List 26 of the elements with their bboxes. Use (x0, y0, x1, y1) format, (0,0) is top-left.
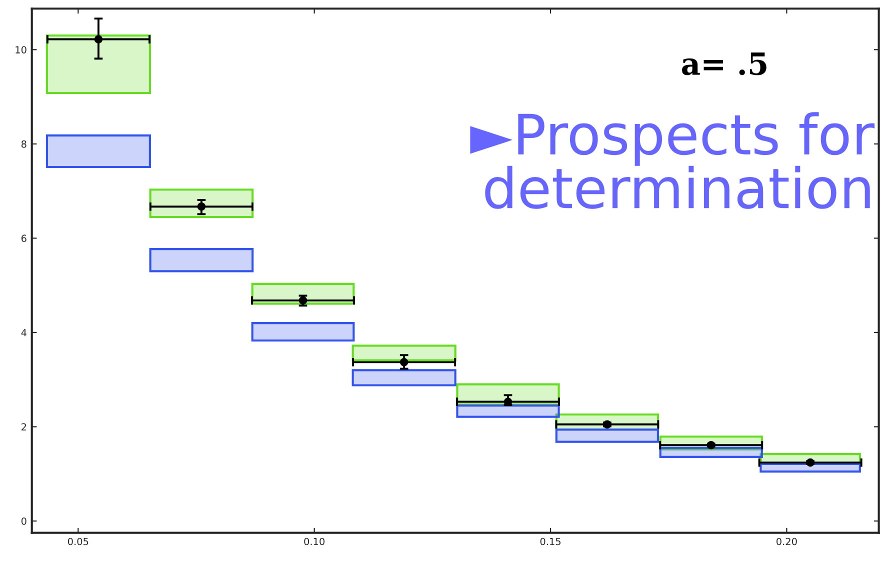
y-tick-label: 8 (21, 140, 26, 148)
x-tick-label: 0.05 (68, 538, 88, 546)
y-tick-label: 10 (16, 46, 26, 54)
y-tick-label: 2 (22, 423, 26, 430)
bar (659, 446, 763, 458)
bar (352, 344, 456, 362)
annotation: a= .5 (682, 52, 766, 76)
x-tick-label: 0.20 (776, 538, 797, 546)
y-tick-label: 0 (21, 517, 26, 525)
point (400, 358, 408, 366)
x-tick-label: 0.15 (540, 538, 560, 546)
bar (352, 369, 456, 386)
bar (555, 428, 660, 443)
bar (251, 322, 355, 342)
point (197, 202, 206, 211)
y-tick-label: 6 (21, 234, 26, 242)
bar (149, 248, 254, 272)
bar (456, 404, 560, 418)
point (806, 458, 814, 467)
y-tick-label: 4 (21, 329, 26, 336)
x-tick-label: 0.10 (304, 538, 325, 546)
bar (46, 134, 151, 168)
bar (46, 34, 151, 94)
point (706, 440, 716, 450)
annotation: ►Prospects for determination (470, 112, 875, 209)
point (94, 35, 103, 44)
